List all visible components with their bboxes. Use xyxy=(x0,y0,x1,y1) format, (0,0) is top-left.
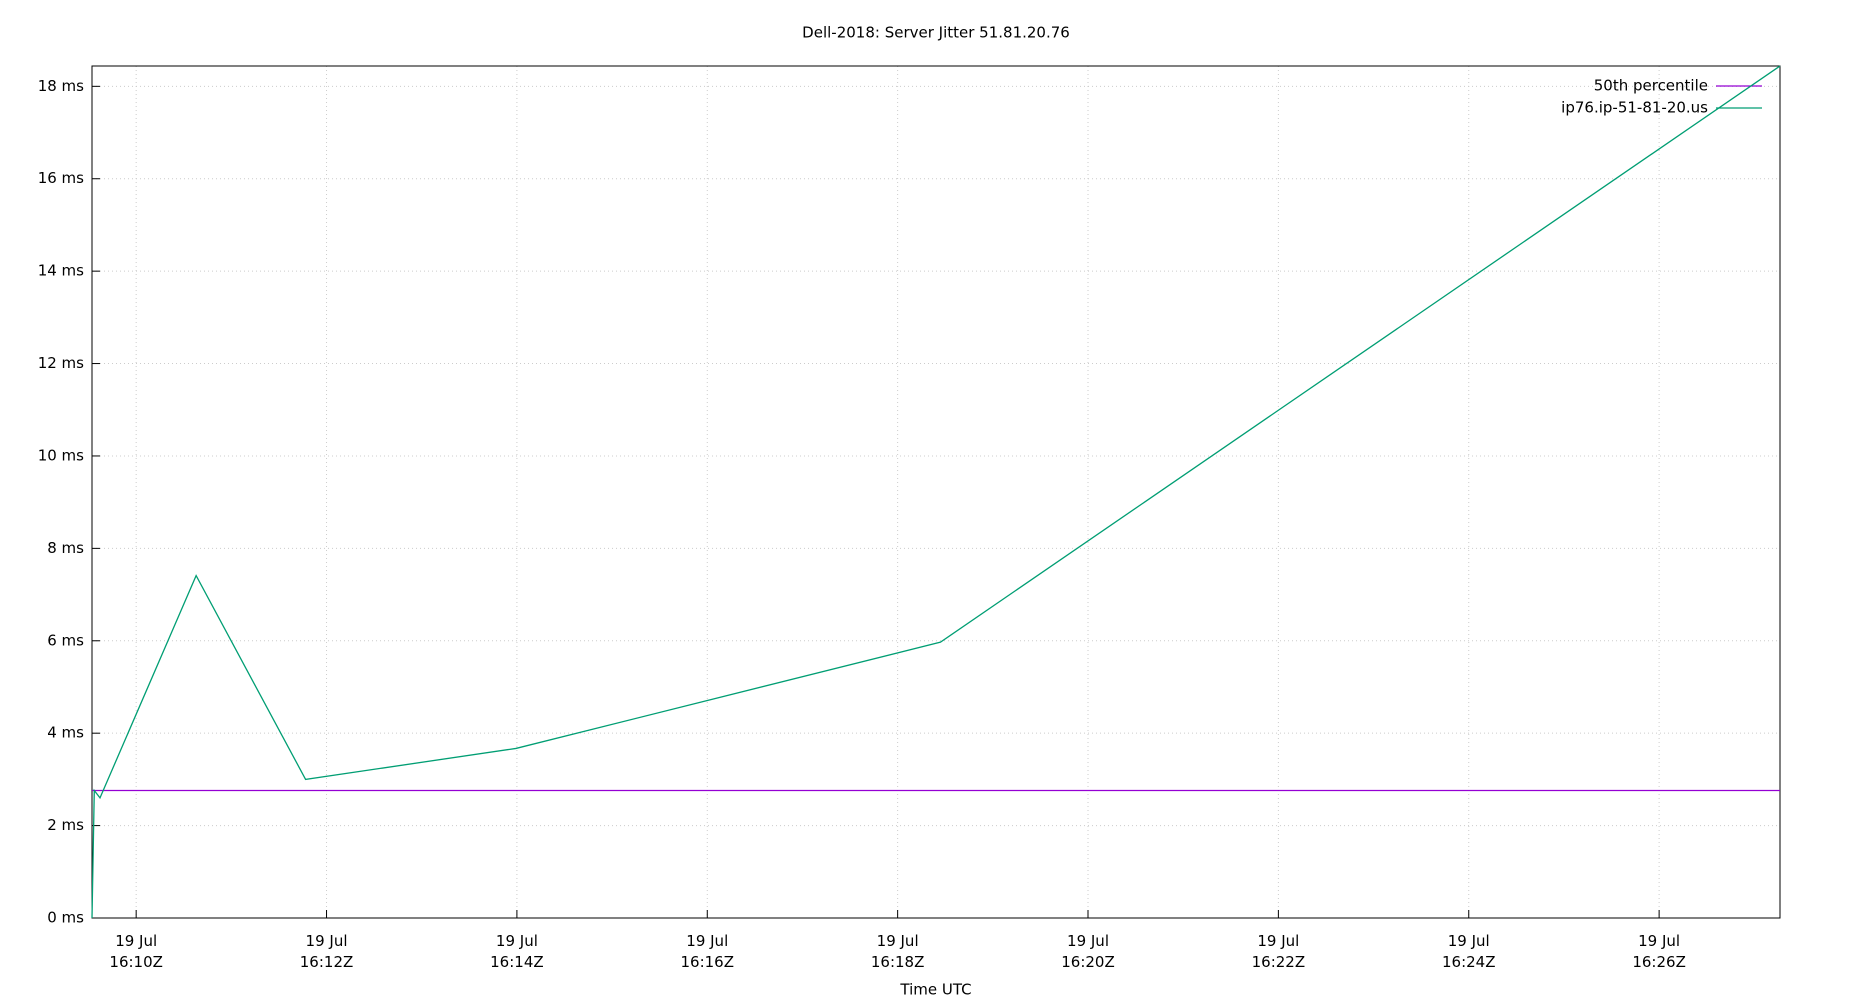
x-tick-label: 19 Jul 16:10Z xyxy=(109,932,163,971)
y-tick-label: 12 ms xyxy=(38,354,84,372)
y-tick-label: 8 ms xyxy=(47,539,84,557)
x-tick-label: 19 Jul 16:12Z xyxy=(300,932,354,971)
legend-label: ip76.ip-51-81-20.us xyxy=(1561,99,1708,117)
legend-label: 50th percentile xyxy=(1594,77,1708,95)
x-tick-label: 19 Jul 16:18Z xyxy=(871,932,925,971)
y-tick-label: 6 ms xyxy=(47,631,84,649)
y-tick-label: 10 ms xyxy=(38,446,84,464)
x-tick-label: 19 Jul 16:22Z xyxy=(1252,932,1306,971)
x-tick-label: 19 Jul 16:24Z xyxy=(1442,932,1496,971)
x-axis-label: Time UTC xyxy=(899,981,971,999)
y-tick-label: 14 ms xyxy=(38,262,84,280)
series-line xyxy=(91,65,1781,919)
y-tick-label: 16 ms xyxy=(38,169,84,187)
x-tick-label: 19 Jul 16:14Z xyxy=(490,932,544,971)
x-tick-label: 19 Jul 16:26Z xyxy=(1632,932,1686,971)
x-tick-label: 19 Jul 16:16Z xyxy=(681,932,735,971)
y-tick-label: 2 ms xyxy=(47,816,84,834)
y-tick-label: 4 ms xyxy=(47,724,84,742)
y-tick-label: 0 ms xyxy=(47,909,84,927)
y-tick-label: 18 ms xyxy=(38,77,84,95)
plot-frame xyxy=(91,65,1781,919)
chart-title: Dell-2018: Server Jitter 51.81.20.76 xyxy=(802,24,1070,42)
x-tick-label: 19 Jul 16:20Z xyxy=(1061,932,1115,971)
